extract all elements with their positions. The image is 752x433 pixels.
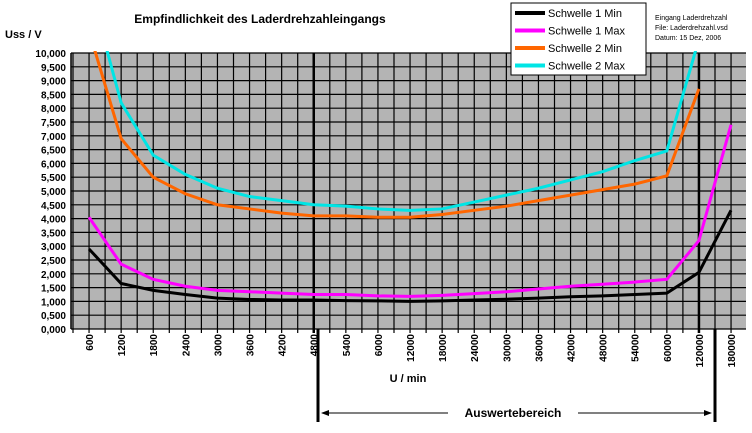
x-tick-label: 42000 (567, 334, 578, 362)
y-tick-label: 2,500 (41, 256, 66, 267)
x-tick-label: 12000 (406, 334, 417, 362)
y-tick-label: 4,500 (41, 201, 66, 212)
x-tick-label: 3000 (213, 334, 224, 357)
x-tick-label: 4200 (278, 334, 289, 357)
info-line: Eingang Laderdrehzahl (655, 15, 728, 22)
x-axis-label: U / min (390, 373, 427, 385)
x-tick-label: 60000 (663, 334, 674, 362)
x-tick-label: 6000 (374, 334, 385, 357)
y-tick-label: 7,500 (41, 118, 66, 129)
y-tick-label: 4,000 (41, 215, 66, 226)
y-tick-labels: 0,000 0,500 1,000 1,500 2,000 2,500 3,000 3,500… (35, 49, 66, 336)
y-tick-label: 0,000 (41, 325, 66, 336)
x-tick-label: 30000 (502, 334, 513, 362)
x-tick-label: 36000 (534, 334, 545, 362)
y-tick-label: 3,000 (41, 242, 66, 253)
x-tick-label: 120000 (695, 334, 706, 368)
x-tick-label: 3600 (246, 334, 257, 357)
y-tick-label: 6,000 (41, 159, 66, 170)
arrow-head-right (704, 410, 712, 416)
y-tick-label: 7,000 (41, 132, 66, 143)
info-line: Datum: 15 Dez, 2006 (655, 35, 721, 42)
x-tick-label: 18000 (438, 334, 449, 362)
x-tick-label: 48000 (599, 334, 610, 362)
series-line-schwelle-2-max (105, 51, 698, 212)
x-tick-label: 1200 (117, 334, 128, 357)
y-tick-label: 5,500 (41, 173, 66, 184)
x-tick-label: 2400 (181, 334, 192, 357)
y-tick-label: 6,500 (41, 146, 66, 157)
y-tick-label: 1,000 (41, 297, 66, 308)
x-tick-label: 4800 (310, 334, 321, 357)
legend: Schwelle 1 Min Schwelle 1 Max Schwelle 2 M… (510, 2, 647, 76)
series-line-schwelle-1-min (87, 209, 733, 303)
y-tick-label: 1,500 (41, 284, 66, 295)
y-tick-label: 2,000 (41, 270, 66, 281)
legend-label: Schwelle 1 Min (548, 8, 622, 20)
x-tick-label: 54000 (631, 334, 642, 362)
x-tick-labels: 600 1200 1800 2400 3000 3600 4200 4800 5400 6000 1… (85, 334, 738, 368)
file-info: Eingang Laderdrehzahl File: Laderdrehzah… (655, 15, 728, 42)
x-tick-label: 180000 (727, 334, 738, 368)
info-line: File: Laderdrehzahl.vsd (655, 25, 728, 32)
y-axis-label: Uss / V (5, 29, 42, 41)
range-label: Auswertebereich (465, 406, 562, 420)
y-tick-label: 8,000 (41, 104, 66, 115)
y-tick-label: 9,000 (41, 77, 66, 88)
x-tick-label: 600 (85, 334, 96, 351)
legend-label: Schwelle 2 Max (548, 61, 626, 73)
y-tick-label: 5,000 (41, 187, 66, 198)
y-tick-label: 9,500 (41, 63, 66, 74)
x-tick-label: 1800 (149, 334, 160, 357)
y-tick-label: 3,500 (41, 228, 66, 239)
y-tick-label: 8,500 (41, 90, 66, 101)
series-line-schwelle-2-min (93, 51, 701, 219)
y-tick-label: 10,000 (35, 49, 66, 60)
arrow-head-left (321, 410, 329, 416)
chart-title: Empfindlichkeit des Laderdrehzahleingang… (134, 12, 386, 26)
y-tick-label: 0,500 (41, 311, 66, 322)
x-tick-label: 5400 (342, 334, 353, 357)
legend-label: Schwelle 2 Min (548, 43, 622, 55)
legend-label: Schwelle 1 Max (548, 26, 626, 38)
x-tick-label: 24000 (470, 334, 481, 362)
evaluation-range: Auswertebereich (316, 329, 717, 422)
series-line-schwelle-1-max (87, 124, 733, 298)
